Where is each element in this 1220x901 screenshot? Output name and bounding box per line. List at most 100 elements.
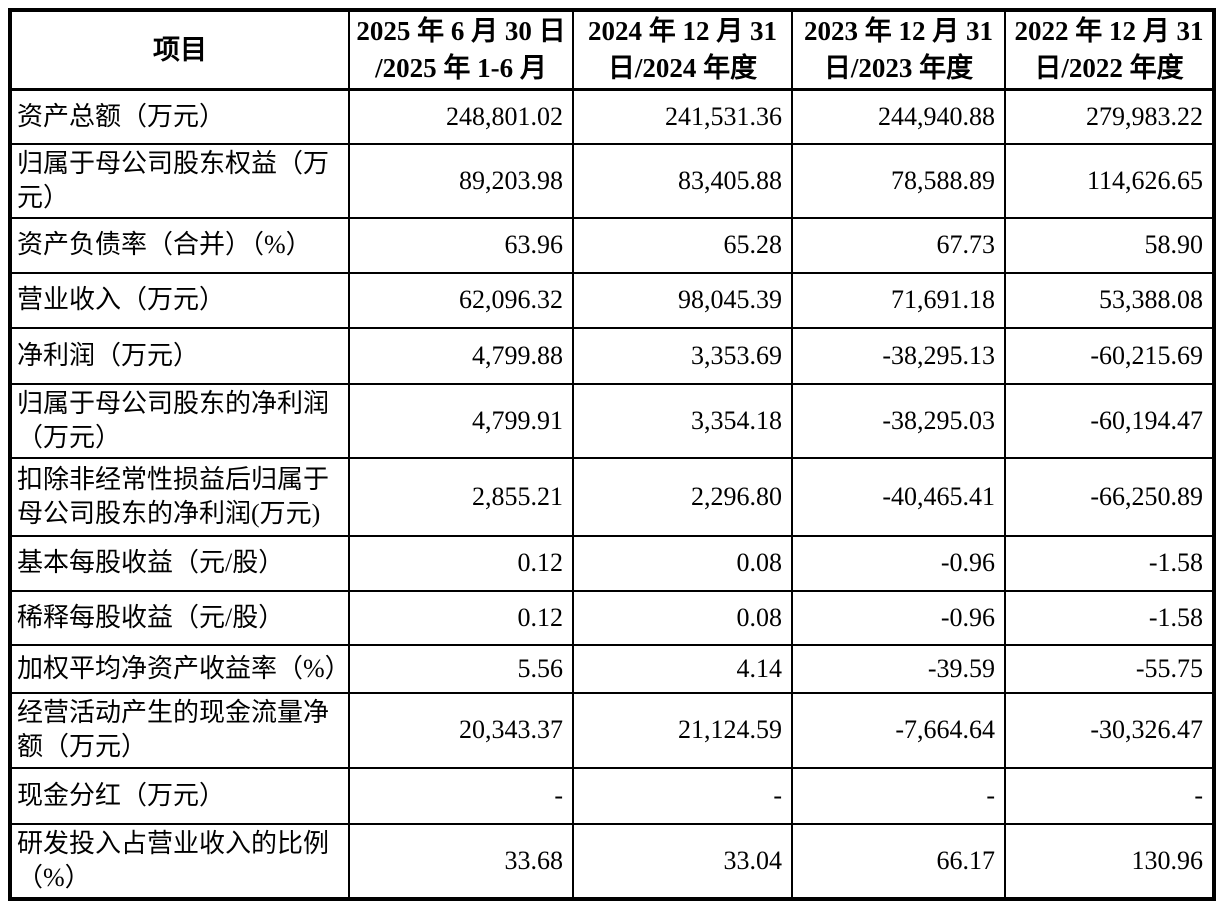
value-cell: -40,465.41 <box>791 456 1006 537</box>
value-cell: -0.96 <box>791 534 1006 592</box>
column-header-line: /2025 年 1-6 月 <box>375 53 547 83</box>
value-cell: 83,405.88 <box>572 142 793 219</box>
row-label: 归属于母公司股东权益（万 元） <box>9 142 350 219</box>
row-label: 加权平均净资产收益率（%） <box>9 643 350 694</box>
column-header-line: 2022 年 12 月 31 <box>1014 16 1204 46</box>
column-header-line: 2023 年 12 月 31 <box>804 16 993 46</box>
value-cell: 62,096.32 <box>348 271 574 329</box>
value-cell: 279,983.22 <box>1004 88 1215 145</box>
value-cell: -55.75 <box>1004 643 1215 694</box>
value-cell: 89,203.98 <box>348 142 574 219</box>
value-cell: 53,388.08 <box>1004 271 1215 329</box>
table-row: 扣除非经常性损益后归属于 母公司股东的净利润(万元) 2,855.21 2,296.8… <box>9 456 1215 537</box>
value-cell: 3,354.18 <box>572 382 793 459</box>
row-label: 稀释每股收益（元/股） <box>9 589 350 646</box>
row-label-line: 母公司股东的净利润(万元) <box>17 498 321 528</box>
header-row: 项目 2025 年 6 月 30 日/2025 年 1-6 月 2024 年 12 … <box>9 9 1215 91</box>
value-cell: -1.58 <box>1004 534 1215 592</box>
column-header-line: 日/2022 年度 <box>1034 53 1184 83</box>
row-label: 研发投入占营业收入的比例 （%） <box>9 822 350 900</box>
row-label-line: （万元） <box>17 422 122 452</box>
row-label-line: 扣除非经常性损益后归属于 <box>17 464 330 494</box>
value-cell: 66.17 <box>791 822 1006 900</box>
row-label-line: 现金分红（万元） <box>17 780 226 810</box>
column-header-line: 日/2023 年度 <box>823 53 974 83</box>
value-cell: 241,531.36 <box>572 88 793 145</box>
row-label-line: 加权平均净资产收益率（%） <box>17 653 349 683</box>
value-cell: 21,124.59 <box>572 691 793 769</box>
row-label-line: 营业收入（万元） <box>17 285 226 314</box>
value-cell: 63.96 <box>348 216 574 274</box>
table-body: 资产总额（万元） 248,801.02 241,531.36 244,940.88 27… <box>9 88 1215 900</box>
value-cell: 98,045.39 <box>572 271 793 329</box>
value-cell: 130.96 <box>1004 822 1215 900</box>
value-cell: -60,215.69 <box>1004 326 1215 385</box>
value-cell: 58.90 <box>1004 216 1215 274</box>
value-cell: 3,353.69 <box>572 326 793 385</box>
value-cell: - <box>791 766 1006 825</box>
value-cell: - <box>572 766 793 825</box>
table-row: 加权平均净资产收益率（%） 5.56 4.14 -39.59 -55.75 <box>9 643 1215 694</box>
value-cell: 71,691.18 <box>791 271 1006 329</box>
row-label-line: （%） <box>17 862 91 892</box>
value-cell: 0.08 <box>572 534 793 592</box>
financial-summary-table: 项目 2025 年 6 月 30 日/2025 年 1-6 月 2024 年 12 … <box>8 8 1216 901</box>
value-cell: - <box>348 766 574 825</box>
value-cell: -38,295.03 <box>791 382 1006 459</box>
value-cell: 248,801.02 <box>348 88 574 145</box>
row-label: 扣除非经常性损益后归属于 母公司股东的净利润(万元) <box>9 456 350 537</box>
row-label-line: 经营活动产生的现金流量净 <box>17 698 330 727</box>
row-label: 营业收入（万元） <box>9 271 350 329</box>
column-header-period: 2024 年 12 月 31 日/2024 年度 <box>572 9 793 91</box>
table-row: 研发投入占营业收入的比例 （%） 33.68 33.04 66.17 130.96 <box>9 822 1215 900</box>
column-header-item: 项目 <box>9 9 350 91</box>
value-cell: -66,250.89 <box>1004 456 1215 537</box>
value-cell: -7,664.64 <box>791 691 1006 769</box>
row-label: 现金分红（万元） <box>9 766 350 825</box>
table-row: 归属于母公司股东的净利润 （万元） 4,799.91 3,354.18 -38,295.… <box>9 382 1215 459</box>
table-row: 现金分红（万元） - - - - <box>9 766 1215 825</box>
value-cell: 4,799.88 <box>348 326 574 385</box>
table-row: 资产负债率（合并）（%） 63.96 65.28 67.73 58.90 <box>9 216 1215 274</box>
row-label-line: 稀释每股收益（元/股） <box>17 602 285 632</box>
row-label-line: 归属于母公司股东的净利润 <box>17 388 330 418</box>
table-row: 基本每股收益（元/股） 0.12 0.08 -0.96 -1.58 <box>9 534 1215 592</box>
column-header-line: 项目 <box>153 34 207 65</box>
value-cell: - <box>1004 766 1215 825</box>
value-cell: 67.73 <box>791 216 1006 274</box>
row-label: 净利润（万元） <box>9 326 350 385</box>
column-header-line: 日/2024 年度 <box>607 53 758 83</box>
value-cell: 65.28 <box>572 216 793 274</box>
value-cell: -60,194.47 <box>1004 382 1215 459</box>
value-cell: 5.56 <box>348 643 574 694</box>
value-cell: 33.04 <box>572 822 793 900</box>
value-cell: 2,296.80 <box>572 456 793 537</box>
value-cell: 4.14 <box>572 643 793 694</box>
value-cell: 33.68 <box>348 822 574 900</box>
row-label-line: 研发投入占营业收入的比例 <box>17 828 330 858</box>
column-header-line: 2025 年 6 月 30 日 <box>356 16 566 46</box>
row-label-line: 归属于母公司股东权益（万 <box>17 148 330 178</box>
value-cell: 2,855.21 <box>348 456 574 537</box>
table-row: 资产总额（万元） 248,801.02 241,531.36 244,940.88 27… <box>9 88 1215 145</box>
table-row: 归属于母公司股东权益（万 元） 89,203.98 83,405.88 78,588.8… <box>9 142 1215 219</box>
row-label-line: 净利润（万元） <box>17 340 200 370</box>
row-label-line: 资产总额（万元） <box>17 101 226 131</box>
column-header-period: 2023 年 12 月 31 日/2023 年度 <box>791 9 1006 91</box>
value-cell: 0.12 <box>348 589 574 646</box>
value-cell: -1.58 <box>1004 589 1215 646</box>
value-cell: 78,588.89 <box>791 142 1006 219</box>
value-cell: 0.12 <box>348 534 574 592</box>
row-label: 资产负债率（合并）（%） <box>9 216 350 274</box>
row-label: 经营活动产生的现金流量净 额（万元） <box>9 691 350 769</box>
table-row: 营业收入（万元） 62,096.32 98,045.39 71,691.18 53,38… <box>9 271 1215 329</box>
table-row: 经营活动产生的现金流量净 额（万元） 20,343.37 21,124.59 -7,66… <box>9 691 1215 769</box>
column-header-period: 2025 年 6 月 30 日/2025 年 1-6 月 <box>348 9 574 91</box>
value-cell: 244,940.88 <box>791 88 1006 145</box>
value-cell: 114,626.65 <box>1004 142 1215 219</box>
value-cell: 20,343.37 <box>348 691 574 769</box>
column-header-line: 2024 年 12 月 31 <box>588 16 777 46</box>
row-label: 归属于母公司股东的净利润 （万元） <box>9 382 350 459</box>
table-row: 稀释每股收益（元/股） 0.12 0.08 -0.96 -1.58 <box>9 589 1215 646</box>
